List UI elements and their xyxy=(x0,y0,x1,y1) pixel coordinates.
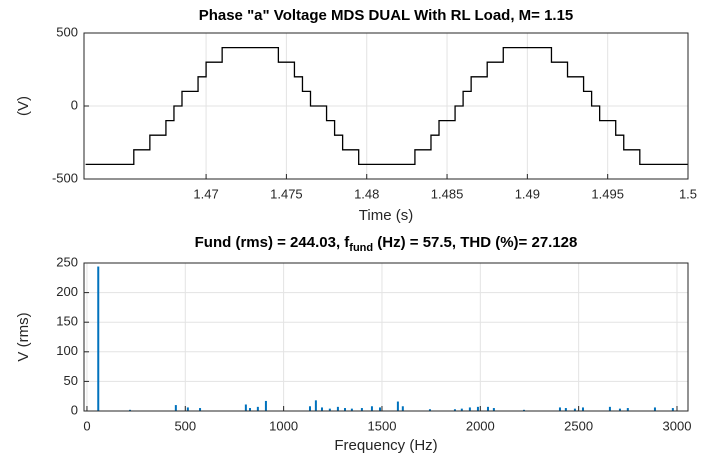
harmonic-bar xyxy=(244,404,247,411)
y-axis-label: (V) xyxy=(15,96,32,116)
x-axis-label: Frequency (Hz) xyxy=(334,437,437,454)
harmonic-bar xyxy=(328,408,331,411)
harmonic-bar xyxy=(379,407,382,411)
harmonic-bar xyxy=(618,408,621,411)
harmonic-bar xyxy=(453,409,456,411)
y-axis-label: V (rms) xyxy=(15,312,32,361)
y-tick-label: -500 xyxy=(52,170,78,185)
harmonic-bar xyxy=(129,409,132,411)
harmonic-bar xyxy=(370,406,373,411)
title-part: Fund (rms) = 244.03, f xyxy=(195,234,351,251)
harmonic-bar xyxy=(264,400,267,411)
x-axis-label: Time (s) xyxy=(359,207,413,224)
harmonic-bar xyxy=(360,408,363,411)
harmonic-bar xyxy=(468,407,471,411)
harmonic-bar xyxy=(343,408,346,411)
y-tick-label: 0 xyxy=(71,402,78,417)
x-tick-label: 1.48 xyxy=(354,186,379,201)
harmonic-bar xyxy=(97,266,100,411)
harmonic-bar xyxy=(320,407,323,411)
axes-box xyxy=(83,32,689,180)
x-tick-label: 1.475 xyxy=(270,186,303,201)
harmonic-bar xyxy=(401,406,404,411)
x-tick-label: 3000 xyxy=(663,418,692,433)
x-tick-label: 1.49 xyxy=(515,186,540,201)
plot-area xyxy=(84,263,688,411)
harmonic-bar xyxy=(350,408,353,411)
waveform xyxy=(85,46,688,166)
harmonic-bar xyxy=(564,408,567,411)
harmonic-bar xyxy=(336,406,339,411)
harmonic-bar xyxy=(428,409,431,411)
y-tick-label: 150 xyxy=(56,314,78,329)
harmonic-bar xyxy=(653,407,656,411)
harmonic-bar xyxy=(581,407,584,411)
y-tick-label: 50 xyxy=(64,373,78,388)
y-tick-label: 0 xyxy=(71,97,78,112)
harmonic-bar xyxy=(248,408,251,411)
title-subscript: fund xyxy=(349,242,373,254)
axes-box xyxy=(83,262,689,412)
x-tick-label: 0 xyxy=(83,418,90,433)
y-tick-label: 100 xyxy=(56,343,78,358)
harmonic-bar xyxy=(573,408,576,411)
harmonic-bar xyxy=(314,400,317,411)
x-tick-label: 1.495 xyxy=(591,186,624,201)
harmonic-bar xyxy=(174,405,177,411)
x-tick-label: 2000 xyxy=(466,418,495,433)
x-tick-label: 2500 xyxy=(564,418,593,433)
x-tick-label: 1.485 xyxy=(431,186,464,201)
chart-title: Fund (rms) = 244.03, ffund (Hz) = 57.5, … xyxy=(195,234,578,254)
harmonic-bar xyxy=(199,408,202,411)
x-tick-label: 500 xyxy=(174,418,196,433)
harmonic-bar xyxy=(522,409,525,411)
harmonic-bar xyxy=(626,408,629,411)
harmonic-bar xyxy=(492,408,495,411)
harmonic-bar xyxy=(186,407,189,411)
x-tick-label: 1.47 xyxy=(193,186,218,201)
y-tick-label: 200 xyxy=(56,284,78,299)
x-tick-label: 1.5 xyxy=(679,186,697,201)
title-part: (Hz) = 57.5, THD (%)= 27.128 xyxy=(373,234,577,251)
harmonic-bar xyxy=(308,406,311,411)
harmonic-bar xyxy=(608,406,611,411)
x-tick-label: 1500 xyxy=(368,418,397,433)
harmonic-bar xyxy=(671,408,674,411)
harmonic-bar xyxy=(486,406,489,411)
x-tick-label: 1000 xyxy=(269,418,298,433)
y-tick-label: 500 xyxy=(56,24,78,39)
harmonic-bar xyxy=(460,408,463,411)
y-tick-label: 250 xyxy=(56,254,78,269)
harmonic-bar xyxy=(396,401,399,411)
harmonic-bar xyxy=(256,406,259,411)
harmonic-bar xyxy=(476,406,479,411)
chart-title: Phase "a" Voltage MDS DUAL With RL Load,… xyxy=(199,7,574,24)
harmonic-bar xyxy=(558,407,561,411)
